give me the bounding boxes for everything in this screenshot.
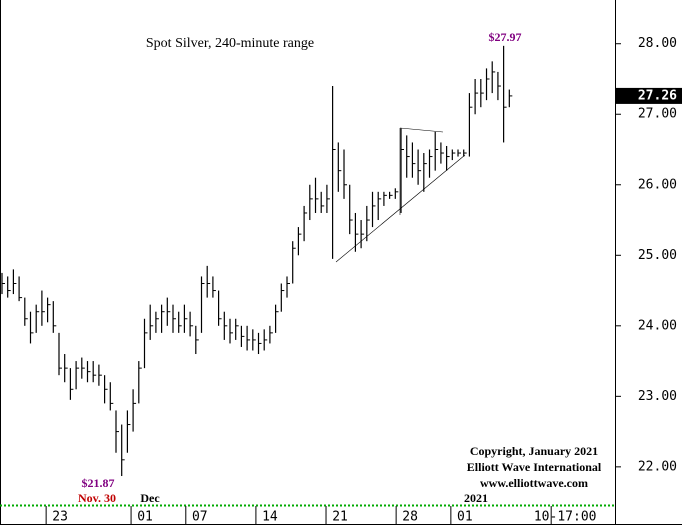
last-price-label: 27.26 <box>638 88 677 103</box>
copyright: Copyright, January 2021 <box>470 444 598 458</box>
copyright: www.elliottwave.com <box>480 476 588 490</box>
annotation: 2021 <box>464 491 488 505</box>
x-tick-label: 21 <box>332 510 348 525</box>
y-tick-label: 26.00 <box>638 177 677 192</box>
x-tick-label: 01 <box>457 510 473 525</box>
x-tick-label: 14 <box>262 510 278 525</box>
annotation: Nov. 30 <box>78 491 116 505</box>
y-tick-label: 25.00 <box>638 248 677 263</box>
annotation: $27.97 <box>489 30 522 44</box>
y-tick-label: 23.00 <box>638 389 677 404</box>
x-tick-label: 10-17:00 <box>534 510 597 525</box>
y-tick-label: 24.00 <box>638 318 677 333</box>
chart-title: Spot Silver, 240-minute range <box>146 36 314 51</box>
y-tick-label: 27.00 <box>638 107 677 122</box>
x-tick-label: 01 <box>137 510 153 525</box>
x-tick-label: 28 <box>402 510 418 525</box>
x-tick-label: 23 <box>52 510 68 525</box>
x-tick-label: 07 <box>192 510 208 525</box>
annotation: Dec <box>140 491 160 505</box>
last-price-box <box>616 87 682 104</box>
y-tick-label: 28.00 <box>638 36 677 51</box>
trendline <box>399 127 444 133</box>
annotation: $21.87 <box>82 476 115 490</box>
copyright: Elliott Wave International <box>467 460 602 474</box>
y-tick-label: 22.00 <box>638 459 677 474</box>
